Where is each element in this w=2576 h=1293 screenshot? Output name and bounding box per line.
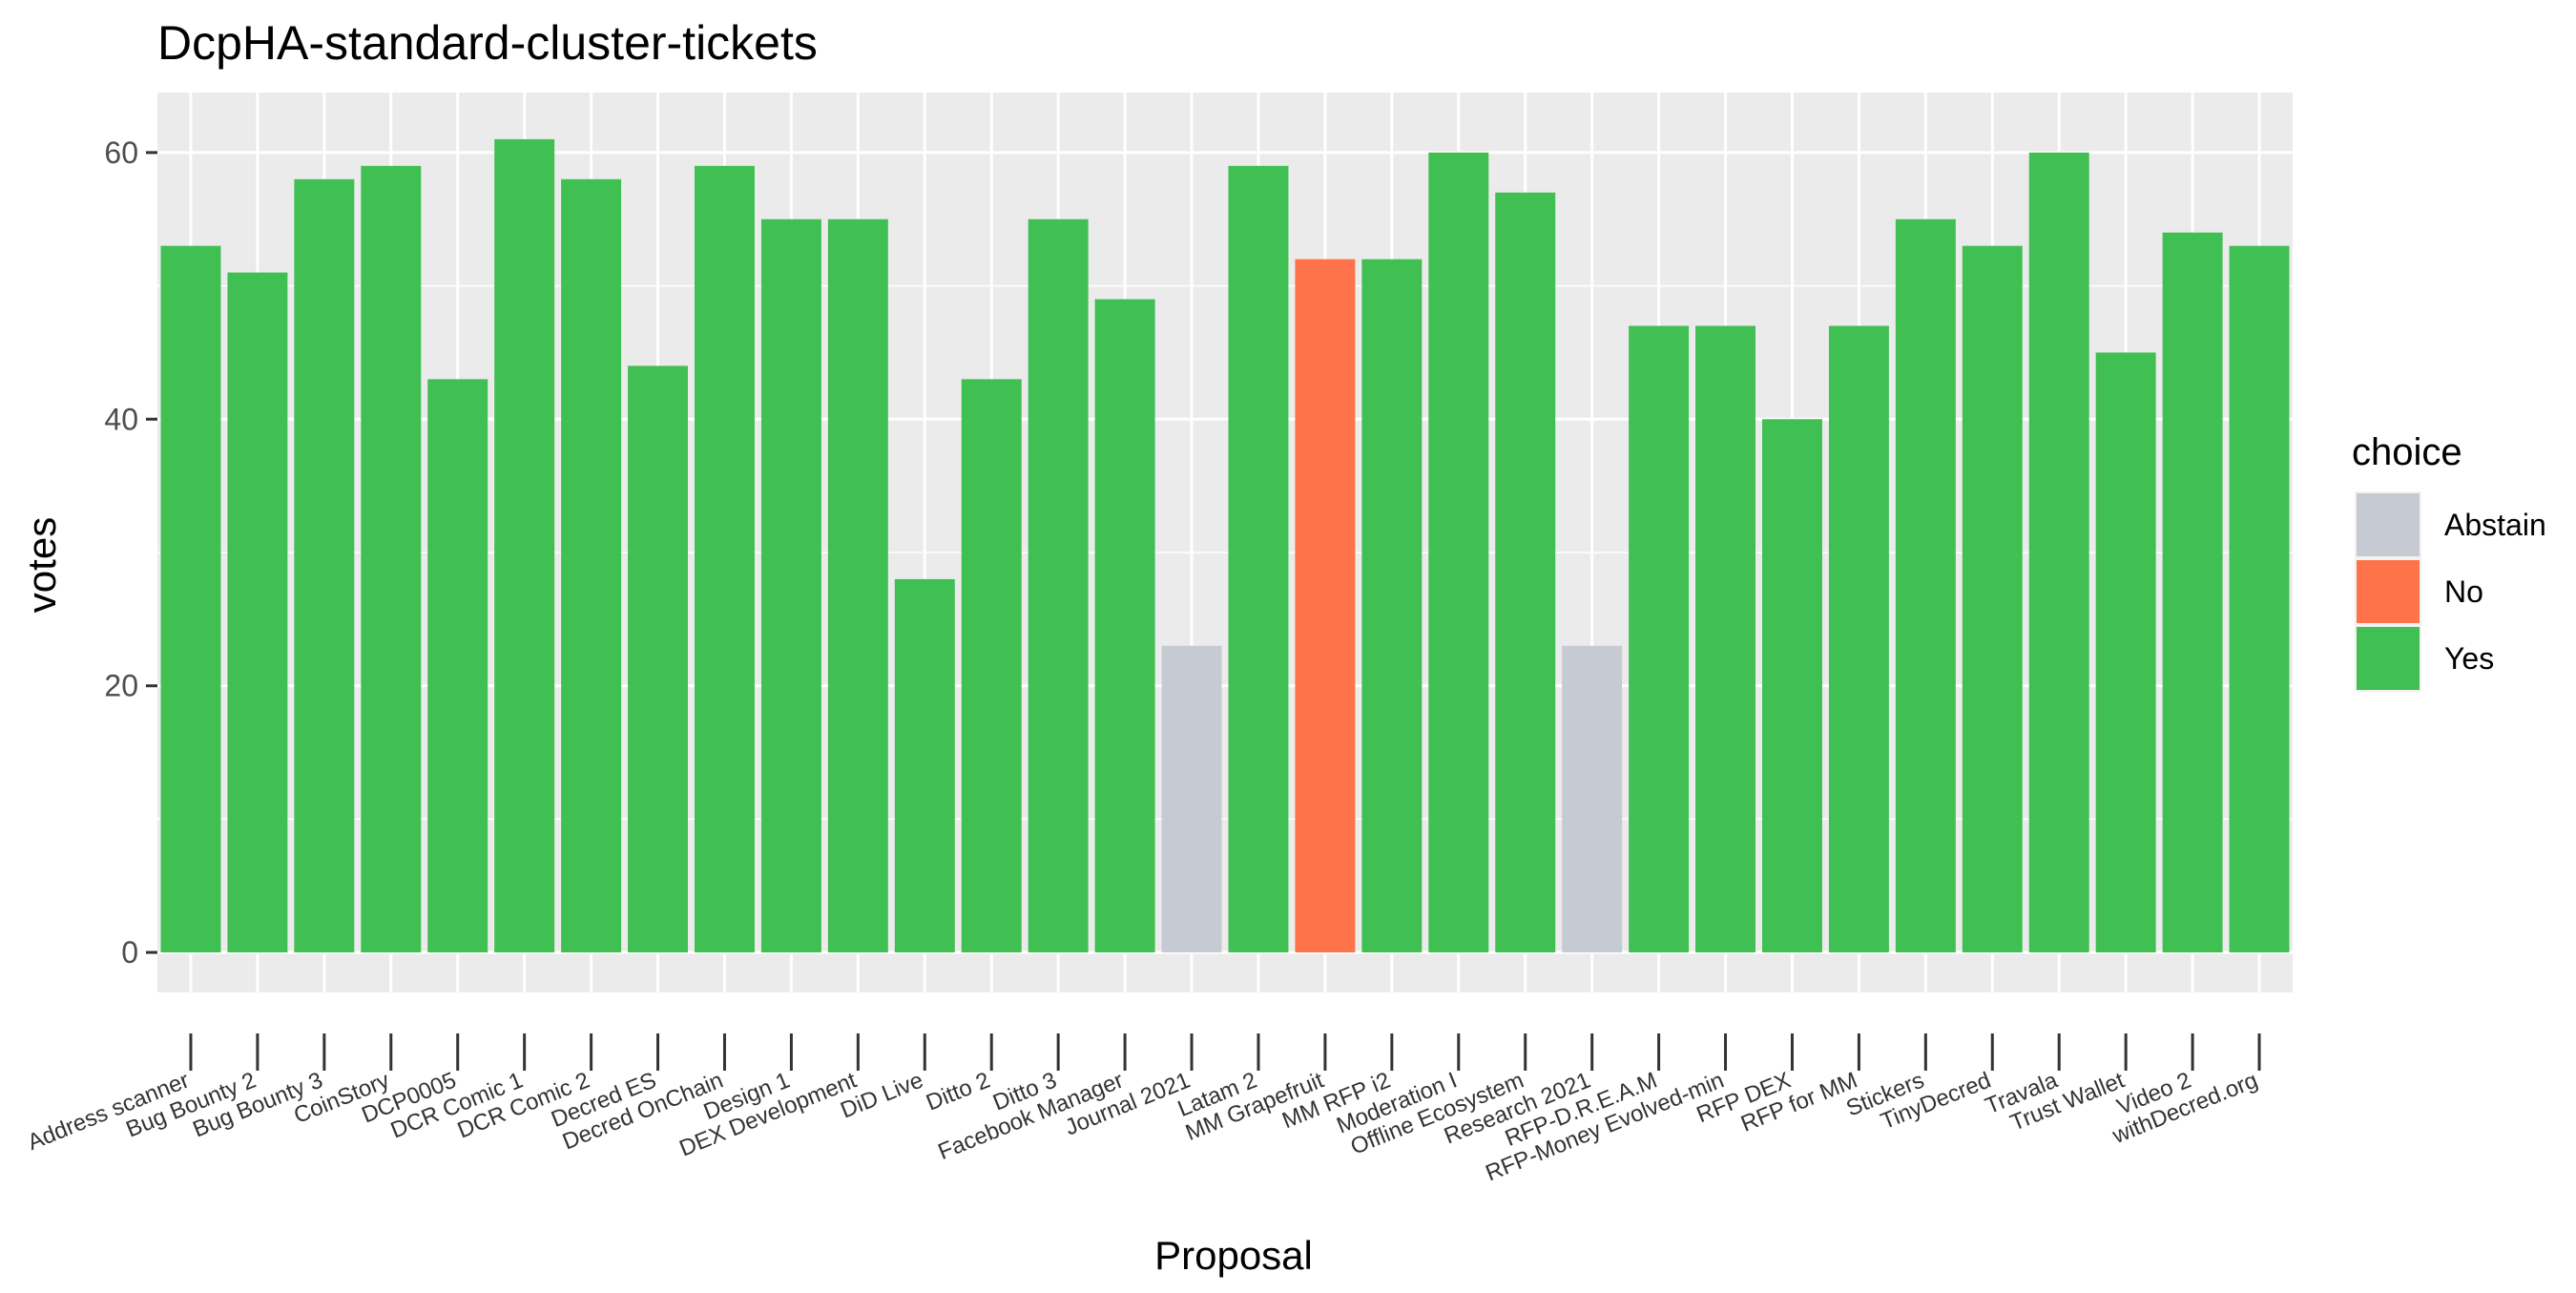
- bar: [827, 219, 888, 953]
- bar: [1761, 419, 1822, 953]
- bar: [1295, 259, 1356, 953]
- bar: [760, 219, 821, 953]
- bar: [1695, 325, 1756, 953]
- legend-title: choice: [2352, 431, 2462, 473]
- y-axis-title: votes: [19, 517, 64, 613]
- bar: [2229, 245, 2290, 953]
- bar: [1228, 165, 1289, 953]
- bar: [361, 165, 422, 953]
- bar: [227, 272, 288, 953]
- bar: [1629, 325, 1690, 953]
- bar: [1828, 325, 1889, 953]
- legend-key: [2357, 627, 2420, 690]
- bar: [694, 165, 755, 953]
- legend-label: No: [2444, 574, 2483, 609]
- bar: [1028, 219, 1089, 953]
- y-tick-label: 60: [104, 136, 138, 170]
- bar: [294, 178, 355, 953]
- bar: [494, 138, 555, 953]
- bar: [2162, 232, 2223, 953]
- bar: [1495, 192, 1556, 953]
- bar: [427, 379, 488, 953]
- bar: [1562, 645, 1623, 953]
- bar: [1161, 645, 1222, 953]
- bar: [1895, 219, 1956, 953]
- bar: [1962, 245, 2023, 953]
- legend-label: Abstain: [2444, 508, 2546, 542]
- x-axis-title: Proposal: [1154, 1233, 1313, 1278]
- y-tick-label: 40: [104, 402, 138, 436]
- bar: [628, 365, 689, 953]
- legend-key: [2357, 493, 2420, 556]
- bar: [160, 245, 221, 953]
- bar: [2095, 352, 2156, 953]
- bar: [2028, 152, 2089, 953]
- bar: [1361, 259, 1423, 953]
- bar: [561, 178, 622, 953]
- bar: [894, 578, 955, 953]
- bar: [961, 379, 1022, 953]
- y-tick-label: 20: [104, 669, 138, 703]
- bar: [1428, 152, 1489, 953]
- legend-label: Yes: [2444, 641, 2494, 676]
- legend-key: [2357, 560, 2420, 623]
- bar: [1094, 299, 1155, 953]
- legend: choice Abstain No Yes: [2352, 431, 2546, 692]
- chart-title: DcpHA-standard-cluster-tickets: [157, 16, 818, 70]
- y-tick-label: 0: [121, 935, 138, 970]
